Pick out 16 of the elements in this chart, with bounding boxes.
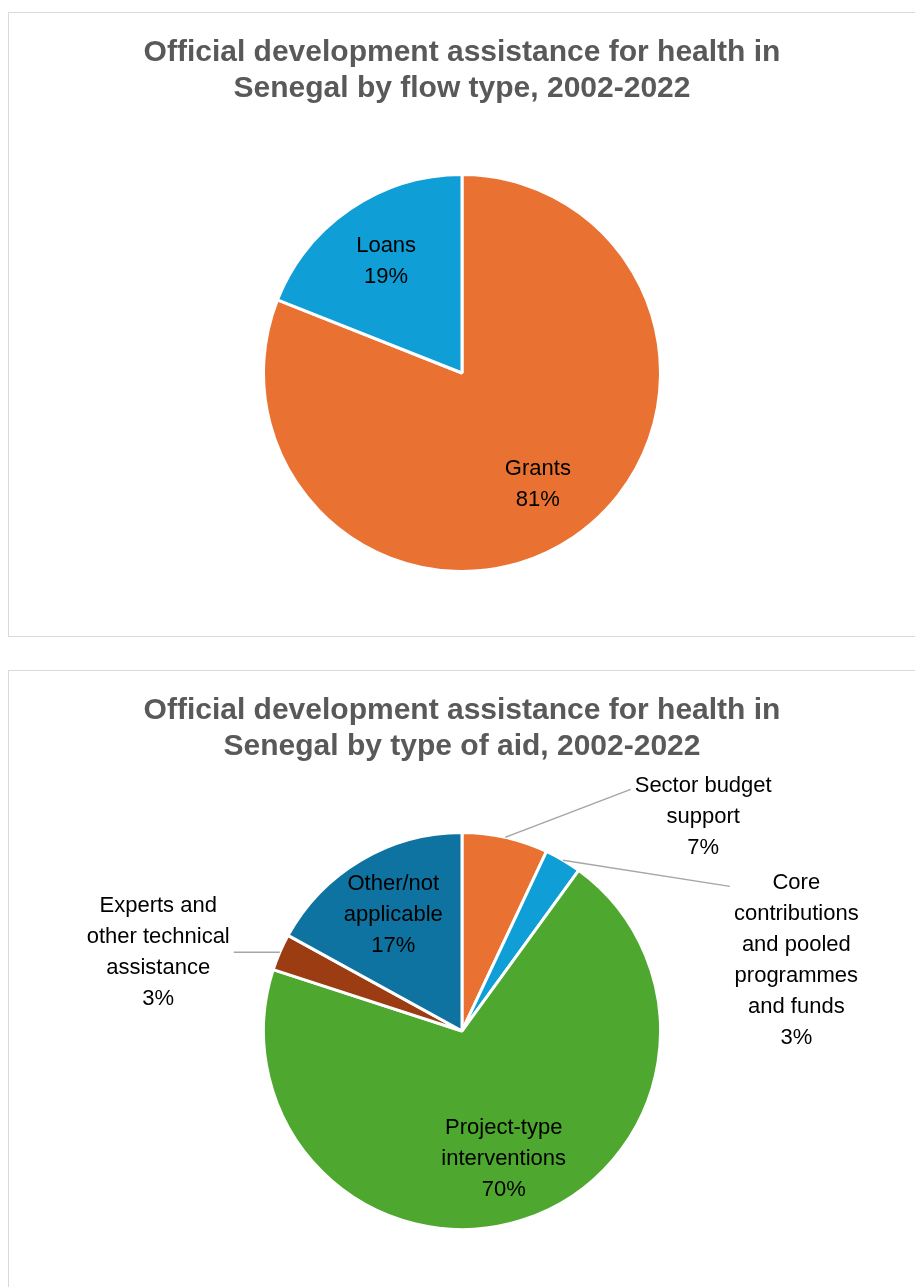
slice-label: Grants — [504, 455, 571, 481]
slice-label: Core contributions and pooled programmes and funds — [733, 869, 859, 1019]
slice-label: Other/not applicable — [343, 869, 443, 926]
data-label: 81% — [515, 486, 560, 512]
chart-title: Official development assistance for health in Senegal by type of aid, 2002-2022 — [143, 692, 781, 762]
data-label: 3% — [142, 984, 175, 1010]
data-label: 7% — [687, 834, 720, 860]
slice-label: Project-type interventions — [441, 1114, 567, 1171]
data-label: 70% — [481, 1176, 526, 1202]
chart-title: Official development assistance for health in Senegal by flow type, 2002-2022 — [143, 34, 781, 104]
slice-label: Experts and other technical assistance — [86, 891, 230, 979]
data-label: 17% — [371, 931, 416, 957]
data-label: 3% — [780, 1024, 813, 1050]
data-label: 19% — [364, 262, 409, 288]
slice-label: Sector budget support — [634, 772, 772, 829]
slice-label: Loans — [356, 231, 417, 257]
